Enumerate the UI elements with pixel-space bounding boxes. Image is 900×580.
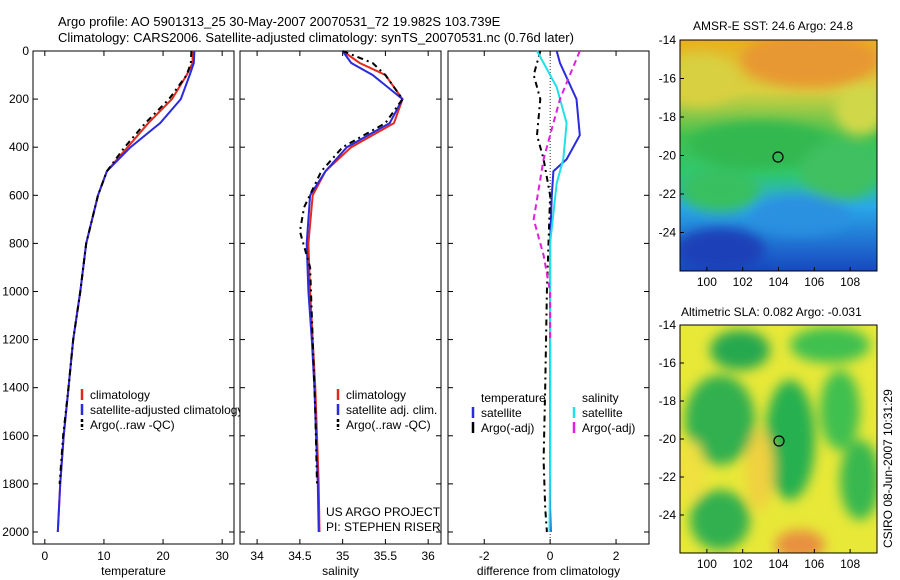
- legend-label: Argo(..raw -QC): [346, 418, 431, 432]
- y-tick-label: 1200: [2, 333, 29, 347]
- series-line-argo-raw-qc-: [58, 50, 193, 484]
- x-tick-label: -2: [479, 549, 490, 563]
- series-line-salinity-argo-adj-: [532, 50, 581, 340]
- map-y-tick-label: -16: [659, 356, 677, 370]
- x-tick-label: 20: [156, 549, 170, 563]
- map-x-tick-label: 106: [804, 557, 824, 571]
- series-line-satellite-adj-clim-: [305, 50, 404, 533]
- x-tick-label: 2: [613, 549, 620, 563]
- map-y-tick-label: -22: [659, 470, 677, 484]
- y-tick-label: 1800: [2, 477, 29, 491]
- sst-argo-marker: [772, 151, 784, 163]
- sst-map-panel: AMSR-E SST: 24.6 Argo: 24.8 100 102 104 106…: [659, 19, 878, 289]
- x-tick-label: 34.5: [288, 549, 312, 563]
- side-timestamp-label: CSIRO 08-Jun-2007 10:31:29: [881, 389, 895, 548]
- sla-map-panel: Altimetric SLA: 0.082 Argo: -0.031 100 10…: [659, 305, 878, 571]
- map-x-tick-label: 108: [840, 557, 860, 571]
- legend-header-salinity: salinity: [582, 391, 619, 405]
- series-line-argo-raw-qc-: [298, 50, 404, 484]
- map-y-tick-label: -22: [659, 187, 677, 201]
- legend-label: Argo(-adj): [481, 421, 534, 435]
- legend-label: satellite: [481, 406, 522, 420]
- difference-x-axis-label: difference from climatology: [477, 564, 620, 578]
- salinity-panel: 34 34.5 35 35.5 36 salinity climatologysatelli…: [239, 50, 442, 578]
- map-x-tick-label: 106: [804, 275, 824, 289]
- map-x-tick-label: 102: [733, 557, 753, 571]
- map-y-tick-label: -20: [659, 432, 677, 446]
- map-x-tick-label: 104: [768, 275, 788, 289]
- series-line-salinity-satellite: [536, 50, 568, 533]
- legend-header-temperature: temperature: [481, 391, 546, 405]
- legend-label: climatology: [346, 388, 406, 402]
- figure-title-line1: Argo profile: AO 5901313_25 30-May-2007 …: [58, 14, 501, 29]
- y-tick-label: 600: [9, 188, 29, 202]
- legend-label: satellite: [582, 406, 623, 420]
- x-tick-label: 30: [215, 549, 229, 563]
- y-tick-label: 400: [9, 140, 29, 154]
- map-x-tick-label: 100: [697, 557, 717, 571]
- map-y-tick-label: -24: [659, 226, 677, 240]
- y-tick-label: 1400: [2, 381, 29, 395]
- y-tick-label: 1000: [2, 284, 29, 298]
- map-x-tick-label: 104: [768, 557, 788, 571]
- legend-label: satellite-adjusted climatology: [90, 403, 243, 417]
- map-x-tick-label: 100: [697, 275, 717, 289]
- x-tick-label: 36: [421, 549, 435, 563]
- map-y-tick-label: -14: [659, 318, 677, 332]
- project-annotation: PI: STEPHEN RISER: [326, 520, 441, 534]
- y-tick-label: 2000: [2, 525, 29, 539]
- legend-label: climatology: [90, 388, 150, 402]
- map-y-tick-label: -14: [659, 33, 677, 47]
- temperature-panel: 0 10 20 30 0 200 400 600 800 1000 1200 1400 1600 1800…: [2, 44, 243, 578]
- x-tick-label: 10: [97, 549, 111, 563]
- x-tick-label: 35.5: [374, 549, 398, 563]
- legend-label: Argo(..raw -QC): [90, 418, 175, 432]
- legend-label: satellite adj. clim.: [346, 403, 437, 417]
- series-line-temperature-argo-adj-: [532, 50, 552, 533]
- figure-title-line2: Climatology: CARS2006. Satellite-adjuste…: [58, 30, 574, 45]
- x-tick-label: 34: [250, 549, 264, 563]
- map-x-tick-label: 102: [733, 275, 753, 289]
- map-y-tick-label: -16: [659, 72, 677, 86]
- y-tick-label: 0: [22, 44, 29, 58]
- x-tick-label: 0: [41, 549, 48, 563]
- temperature-x-axis-label: temperature: [101, 564, 166, 578]
- map-x-tick-label: 108: [840, 275, 860, 289]
- sla-map-title: Altimetric SLA: 0.082 Argo: -0.031: [681, 305, 862, 319]
- salinity-x-axis-label: salinity: [322, 564, 359, 578]
- temperature-plot-area: [32, 50, 235, 545]
- x-tick-label: 35: [336, 549, 350, 563]
- project-annotation: US ARGO PROJECT: [326, 505, 441, 519]
- salinity-plot-area: [239, 50, 442, 545]
- y-tick-label: 1600: [2, 429, 29, 443]
- y-tick-label: 800: [9, 236, 29, 250]
- map-y-tick-label: -18: [659, 394, 677, 408]
- sla-argo-marker: [773, 435, 785, 447]
- difference-plot-area: [447, 50, 650, 545]
- map-y-tick-label: -24: [659, 508, 677, 522]
- y-tick-label: 200: [9, 92, 29, 106]
- x-tick-label: 0: [547, 549, 554, 563]
- map-y-tick-label: -20: [659, 149, 677, 163]
- sst-map-title: AMSR-E SST: 24.6 Argo: 24.8: [693, 19, 853, 33]
- map-y-tick-label: -18: [659, 110, 677, 124]
- legend-label: Argo(-adj): [582, 421, 635, 435]
